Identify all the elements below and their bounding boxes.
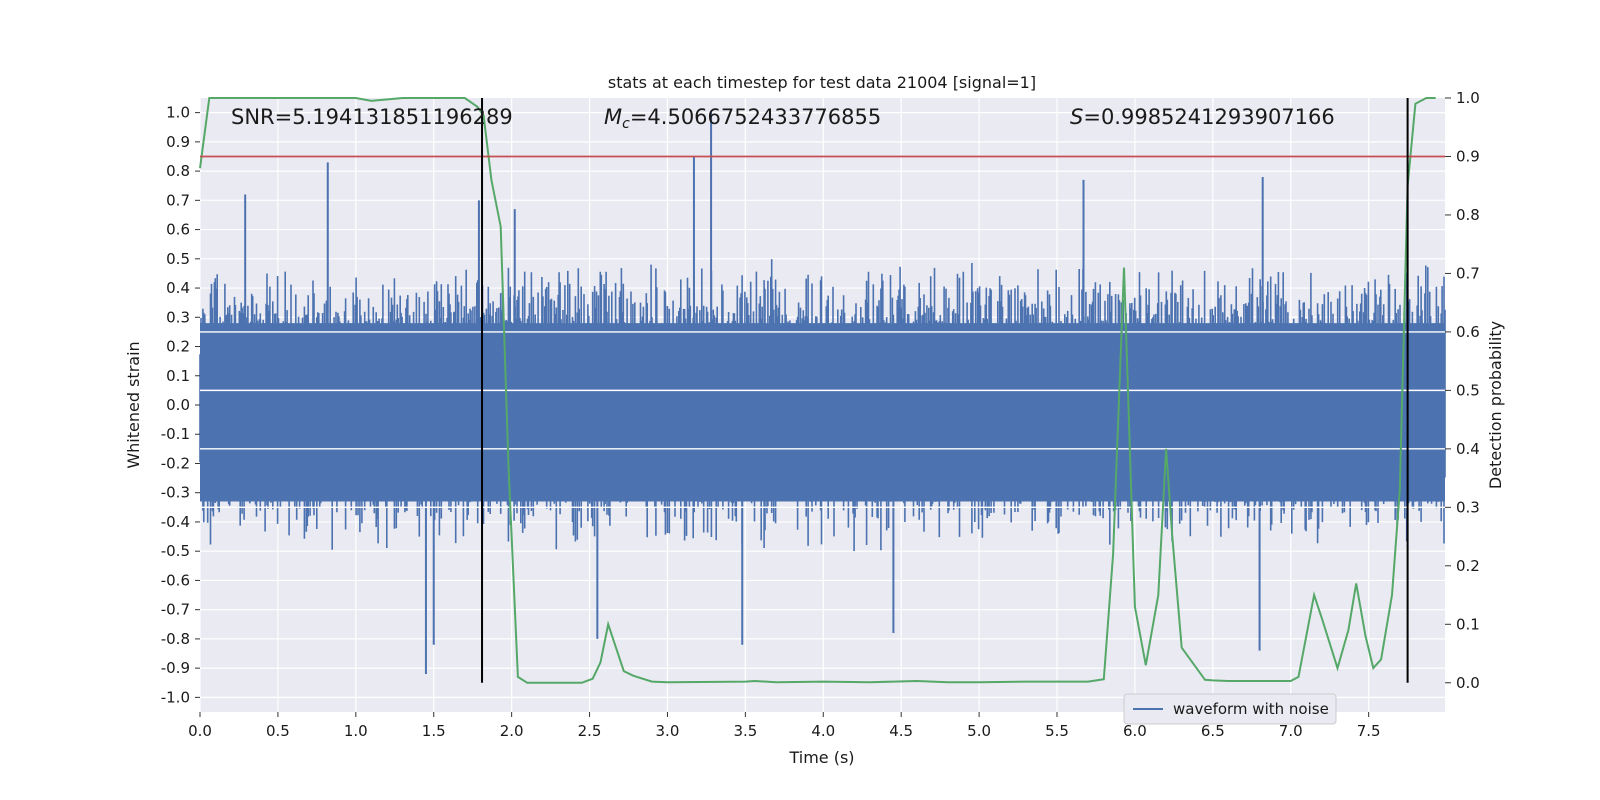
y-left-tick-label: -0.9 xyxy=(161,659,190,677)
y-left-tick-label: 0.4 xyxy=(166,279,190,297)
x-tick-label: 2.5 xyxy=(578,722,602,740)
mc-annotation: Mc=4.5066752433776855 xyxy=(604,105,881,132)
chart-title: stats at each timestep for test data 210… xyxy=(608,73,1036,92)
y-right-tick-label: 0.9 xyxy=(1456,147,1480,165)
tick-labels: 0.0 0.5 1.0 1.5 2.0 2.5 3.0 3.5 4.0 4.5 5.0 5.5 6.0 6… xyxy=(161,89,1480,740)
x-tick-label: 2.0 xyxy=(500,722,524,740)
y-right-tick-label: 0.0 xyxy=(1456,674,1480,692)
x-tick-label: 6.5 xyxy=(1201,722,1225,740)
y-left-tick-label: 1.0 xyxy=(166,104,190,122)
y-left-tick-label: 0.3 xyxy=(166,308,190,326)
x-axis-label: Time (s) xyxy=(788,748,854,767)
y-left-tick-label: -0.5 xyxy=(161,542,190,560)
y-right-tick-label: 0.6 xyxy=(1456,323,1480,341)
x-tick-label: 4.0 xyxy=(811,722,835,740)
s-value: =0.9985241293907166 xyxy=(1083,105,1334,129)
y-right-tick-label: 0.8 xyxy=(1456,206,1480,224)
y-left-tick-label: -0.6 xyxy=(161,571,190,589)
y-right-tick-label: 0.2 xyxy=(1456,557,1480,575)
snr-annotation: SNR=5.194131851196289 xyxy=(231,105,513,129)
s-symbol: S xyxy=(1070,105,1083,129)
mc-subscript: c xyxy=(622,116,630,132)
y-right-tick-label: 0.3 xyxy=(1456,498,1480,516)
x-tick-label: 5.0 xyxy=(967,722,991,740)
y-left-tick-label: -0.1 xyxy=(161,425,190,443)
legend-box xyxy=(1123,693,1337,725)
y-left-tick-label: 0.6 xyxy=(166,221,190,239)
y-axis-label-left: Whitened strain xyxy=(124,341,143,468)
x-tick-label: 3.0 xyxy=(656,722,680,740)
y-right-tick-label: 0.5 xyxy=(1456,381,1480,399)
y-left-tick-label: -0.2 xyxy=(161,454,190,472)
strain-core xyxy=(200,323,1445,502)
y-right-tick-label: 0.7 xyxy=(1456,264,1480,282)
strain-series xyxy=(199,112,1446,674)
y-right-tick-label: 0.1 xyxy=(1456,615,1480,633)
x-tick-label: 3.5 xyxy=(733,722,757,740)
y-left-tick-label: -0.3 xyxy=(161,484,190,502)
x-tick-label: 1.0 xyxy=(344,722,368,740)
y-axis-label-right: Detection probability xyxy=(1486,321,1505,489)
x-tick-label: 7.0 xyxy=(1279,722,1303,740)
y-left-tick-label: 0.0 xyxy=(166,396,190,414)
x-tick-label: 7.5 xyxy=(1357,722,1381,740)
x-tick-label: 4.5 xyxy=(889,722,913,740)
legend: waveform with noise xyxy=(1123,693,1337,725)
y-left-tick-label: 0.9 xyxy=(166,133,190,151)
x-tick-label: 0.5 xyxy=(266,722,290,740)
y-left-tick-label: 0.5 xyxy=(166,250,190,268)
s-annotation: S=0.9985241293907166 xyxy=(1070,105,1335,129)
mc-value: =4.5066752433776855 xyxy=(630,105,881,129)
overlays xyxy=(200,98,1445,683)
mc-symbol: M xyxy=(604,105,622,129)
x-tick-label: 6.0 xyxy=(1123,722,1147,740)
y-left-tick-label: -0.4 xyxy=(161,513,190,531)
y-left-tick-label: -0.8 xyxy=(161,630,190,648)
y-left-tick-label: -0.7 xyxy=(161,601,190,619)
x-tick-label: 5.5 xyxy=(1045,722,1069,740)
y-left-tick-label: 0.7 xyxy=(166,191,190,209)
y-left-tick-label: 0.1 xyxy=(166,367,190,385)
y-right-tick-label: 1.0 xyxy=(1456,89,1480,107)
y-right-tick-label: 0.4 xyxy=(1456,440,1480,458)
y-left-tick-label: 0.2 xyxy=(166,338,190,356)
legend-label: waveform with noise xyxy=(1173,700,1329,718)
y-left-tick-label: 0.8 xyxy=(166,162,190,180)
x-tick-label: 0.0 xyxy=(188,722,212,740)
x-tick-label: 1.5 xyxy=(422,722,446,740)
y-left-tick-label: -1.0 xyxy=(161,688,190,706)
